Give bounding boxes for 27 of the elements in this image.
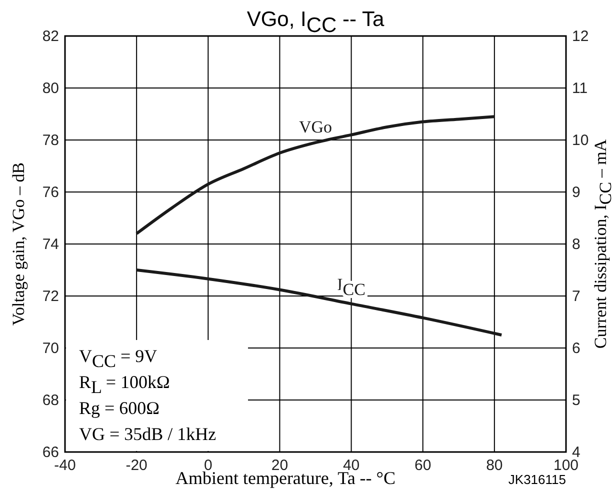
annotation: Rg = 600Ω [79, 398, 160, 418]
y2-tick-label: 12 [572, 28, 589, 45]
x-tick-label: -20 [126, 457, 148, 474]
y2-tick-label: 10 [572, 132, 589, 149]
y2-tick-label: 5 [572, 392, 580, 409]
line-series [135, 268, 504, 336]
y-tick-label: 74 [42, 236, 59, 253]
series-label: VGo [298, 118, 332, 137]
y-tick-label: 82 [42, 28, 59, 45]
y2-tick-label: 8 [572, 236, 580, 253]
x-tick-label: 60 [414, 457, 432, 474]
y-tick-label: 80 [42, 80, 59, 97]
y2-tick-label: 9 [572, 184, 580, 201]
text: JK316115 [508, 472, 566, 487]
y-tick-label: 70 [42, 340, 59, 357]
x-tick-label: 80 [486, 457, 503, 474]
y2-tick-label: 11 [572, 80, 588, 97]
y-axis-title: Voltage gain, VGo – dB [9, 162, 28, 326]
y-tick-label: 72 [42, 288, 59, 305]
y-tick-label: 76 [42, 184, 59, 201]
y2-tick-label: 7 [572, 288, 580, 305]
y-tick-label: 78 [42, 132, 59, 149]
y-tick-label: 68 [42, 392, 59, 409]
x-tick-label: 20 [271, 457, 288, 474]
y2-tick-label: 6 [572, 340, 580, 357]
line-series [135, 115, 496, 236]
annotation: VG = 35dB / 1kHz [79, 424, 216, 444]
